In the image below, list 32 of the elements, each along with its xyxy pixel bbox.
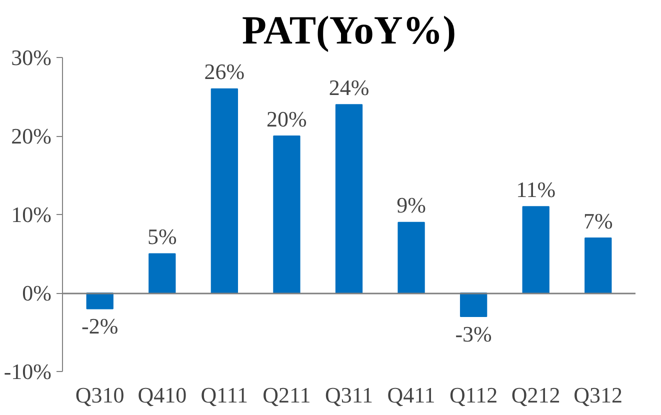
bar (210, 88, 238, 294)
data-label: -3% (455, 321, 492, 346)
data-label: -2% (82, 313, 118, 338)
bar (398, 222, 425, 294)
data-label: 9% (396, 192, 426, 218)
x-tick-label: Q111 (200, 382, 248, 408)
x-tick-label: Q411 (387, 382, 436, 408)
x-tick-label: Q312 (574, 382, 623, 408)
bar (584, 238, 612, 294)
y-tick-label: 30% (11, 45, 52, 70)
bar (460, 292, 488, 318)
x-tick-label: Q212 (511, 382, 560, 408)
bar (148, 253, 176, 294)
x-tick-label: Q311 (324, 382, 374, 408)
chart-title: PAT(YoY%) (242, 8, 456, 52)
y-tick-label: 20% (11, 124, 52, 148)
x-tick-label: Q211 (262, 382, 311, 408)
x-tick-label: Q410 (138, 382, 187, 408)
y-tick-label: 10% (11, 202, 52, 227)
x-tick-label: Q310 (75, 382, 124, 408)
data-label: 24% (328, 74, 370, 100)
data-label: 5% (147, 224, 177, 250)
bar (273, 136, 300, 294)
y-tick-label: -10% (4, 359, 52, 384)
data-label: 26% (204, 59, 245, 84)
data-label: 7% (583, 208, 613, 234)
x-tick-label: Q112 (450, 382, 498, 408)
bar (522, 206, 550, 294)
data-label: 11% (516, 176, 556, 202)
data-label: 20% (266, 106, 307, 132)
bar (335, 104, 363, 294)
y-tick-label: 0% (22, 280, 52, 306)
